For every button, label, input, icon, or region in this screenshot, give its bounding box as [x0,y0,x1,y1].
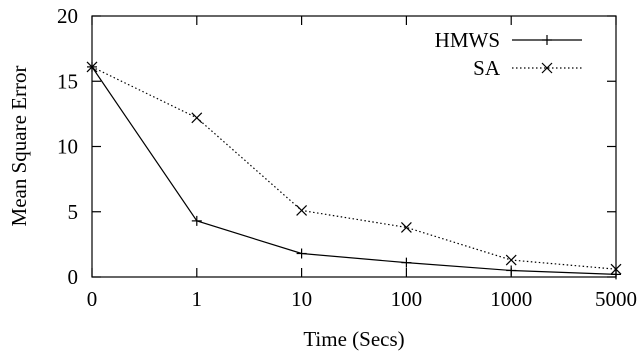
data-point-hmws [191,215,202,226]
x-tick-label: 0 [87,287,98,311]
data-point-sa [505,254,517,266]
legend: HMWS SA [435,28,582,80]
y-tick-label: 0 [68,265,79,289]
x-tick-label: 1000 [490,287,532,311]
data-point-sa [86,61,98,73]
series-layer [86,61,622,280]
data-point-sa [191,112,203,124]
x-tick-label: 10 [291,287,312,311]
data-point-sa [400,221,412,233]
data-point-hmws [296,248,307,259]
y-axis: 0 5 10 15 20 [57,4,616,289]
data-point-sa [296,205,308,216]
x-tick-label: 1 [192,287,203,311]
legend-marker-hmws [542,35,552,45]
y-tick-label: 5 [68,200,79,224]
y-tick-label: 15 [57,69,78,93]
series-line-sa [91,66,617,270]
x-tick-label: 5000 [595,287,637,311]
data-point-hmws [611,269,621,280]
data-point-hmws [401,257,412,268]
plot-frame [91,15,617,278]
series-line-hmws [91,66,617,275]
data-point-hmws [506,265,517,276]
y-tick-label: 10 [57,135,78,159]
data-point-sa [610,263,622,275]
legend-label-sa: SA [473,56,501,80]
x-axis: 0 1 10 100 1000 5000 [87,16,637,311]
y-tick-label: 20 [57,4,78,28]
legend-label-hmws: HMWS [435,28,500,52]
x-axis-label: Time (Secs) [303,327,404,351]
y-axis-label: Mean Square Error [7,66,31,227]
legend-marker-sa [541,62,553,74]
x-tick-label: 100 [391,287,423,311]
